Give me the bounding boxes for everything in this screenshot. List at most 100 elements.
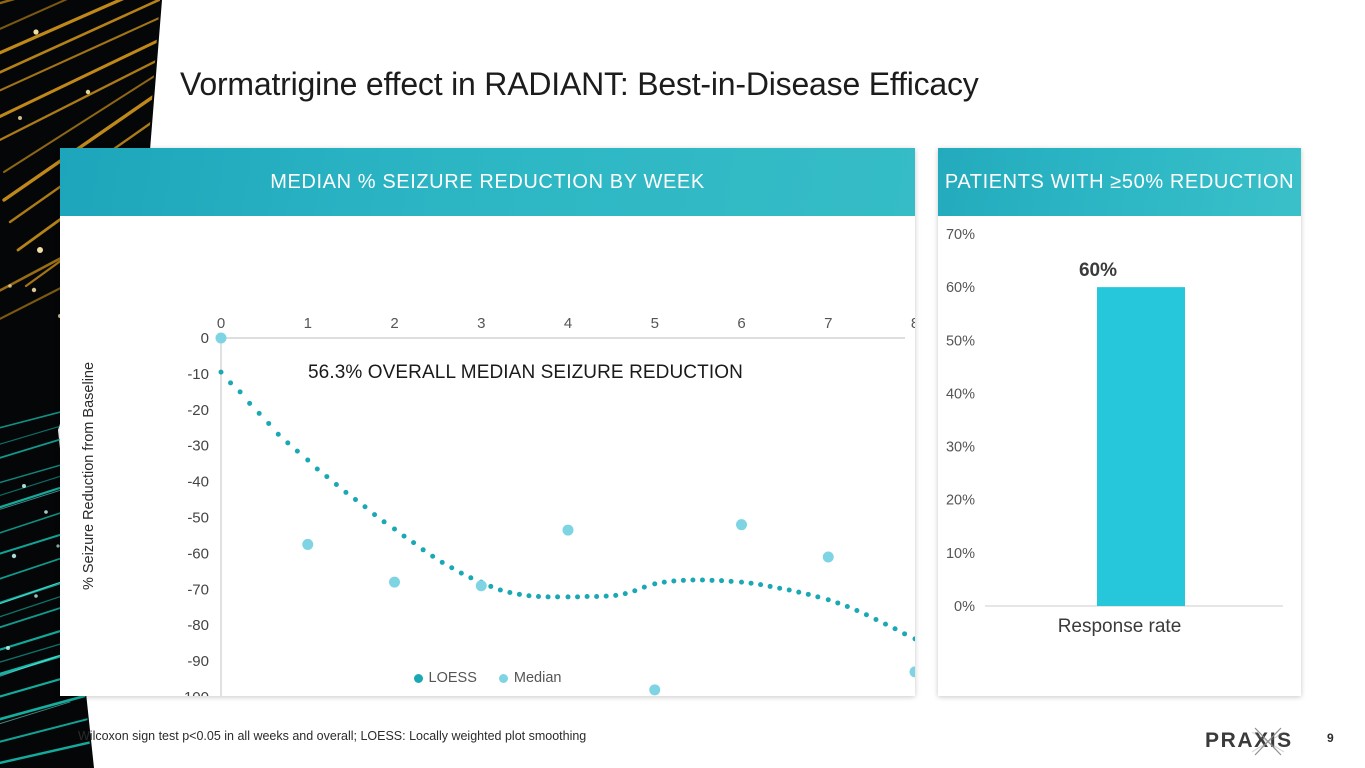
loess-point [613,592,619,598]
loess-point [796,589,802,595]
loess-point [488,583,494,589]
legend-swatch-loess [413,673,423,683]
loess-point [305,457,311,463]
loess-point [275,431,281,437]
loess-point [565,594,571,600]
loess-point [815,594,821,600]
loess-point [381,519,387,525]
loess-point [786,587,792,593]
loess-point [430,553,436,559]
legend-swatch-median [498,673,508,683]
loess-point [584,593,590,599]
loess-point [854,607,860,613]
loess-point [805,591,811,597]
loess-point [555,594,561,600]
loess-point [507,590,513,596]
seizure-reduction-panel: MEDIAN % SEIZURE REDUCTION BY WEEK 0 1 2 3 4… [60,148,915,696]
loess-point [237,389,243,395]
seizure-reduction-panel-header: MEDIAN % SEIZURE REDUCTION BY WEEK [60,148,915,216]
loess-point [228,380,234,386]
bar-y-tick-50pct: 50% [946,333,975,349]
response-rate-chart-body: 0% 10% 20% 30% 40% 50% 60% 70% 60% Response rat… [938,216,1301,696]
loess-point [777,585,783,591]
loess-point [641,584,647,590]
median-point [649,684,661,696]
scatter-y-tick--70: -70 [187,581,209,598]
median-point [909,666,915,678]
bar-y-tick-0pct: 0% [954,599,975,615]
loess-point [218,369,224,375]
bar-y-tick-40pct: 40% [946,386,975,402]
median-point [736,519,747,531]
median-point [215,332,227,344]
bar-y-tick-60pct: 60% [946,280,975,296]
loess-point [690,577,696,583]
scatter-y-tick--90: -90 [187,653,209,670]
scatter-y-tick--60: -60 [187,545,209,562]
scatter-legend: LOESS Median [60,670,915,686]
praxis-logo: PRAXIS [1205,726,1315,761]
scatter-y-tick--10: -10 [187,366,209,383]
loess-point [294,448,300,454]
bar-y-tick-30pct: 30% [946,440,975,456]
loess-point [439,559,445,565]
loess-point [362,504,368,510]
footnote: Wilcoxon sign test p<0.05 in all weeks a… [78,729,587,743]
loess-point [468,575,474,581]
bar-category-label: Response rate [1057,616,1182,637]
loess-point [748,580,754,586]
bar-y-tick-70pct: 70% [946,227,975,243]
scatter-y-tick--50: -50 [187,510,209,527]
overall-median-reduction-annotation: 56.3% OVERALL MEDIAN SEIZURE REDUCTION [308,362,743,383]
scatter-y-tick--30: -30 [187,438,209,455]
loess-point [902,631,908,637]
legend-label-median: Median [513,670,562,686]
loess-point [285,440,291,446]
svg-text:PRAXIS: PRAXIS [1205,729,1293,752]
loess-point [767,583,773,589]
response-rate-panel-title: PATIENTS WITH ≥50% REDUCTION [944,170,1295,193]
page-number: 9 [1327,731,1334,745]
scatter-y-tick--80: -80 [187,617,209,634]
median-point [822,551,834,563]
scatter-x-tick-5: 5 [651,315,659,332]
loess-point [873,616,879,622]
median-point [302,538,314,550]
loess-point [449,565,455,571]
bar-y-tick-10pct: 10% [946,546,975,562]
loess-point [545,594,551,600]
scatter-x-tick-4: 4 [564,315,572,332]
scatter-x-tick-6: 6 [737,315,745,332]
loess-point [401,533,407,539]
loess-point [575,594,581,600]
loess-point [709,577,715,583]
scatter-x-tick-8: 8 [911,315,915,332]
loess-point [728,578,734,584]
page-title: Vormatrigine effect in RADIANT: Best-in-… [180,66,979,102]
response-rate-bar [1097,287,1185,606]
response-rate-panel-header: PATIENTS WITH ≥50% REDUCTION [938,148,1301,216]
median-point [389,576,400,588]
response-rate-panel: PATIENTS WITH ≥50% REDUCTION 0% 10% 20% 30%… [938,148,1301,696]
loess-series [218,369,915,642]
loess-point [892,626,898,632]
loess-point [516,591,522,597]
loess-point [835,600,841,606]
scatter-x-tick-3: 3 [477,315,485,332]
loess-point [661,579,667,585]
scatter-x-tick-2: 2 [390,315,398,332]
loess-point [863,612,869,618]
scatter-y-axis-title: % Seizure Reduction from Baseline [81,361,97,591]
loess-point [324,474,330,480]
legend-label-loess: LOESS [428,670,477,686]
legend-item-loess: LOESS [413,670,477,686]
median-point [562,524,574,536]
loess-point [594,593,600,599]
loess-point [719,578,725,584]
bar-y-tick-20pct: 20% [946,493,975,509]
loess-point [526,593,532,599]
response-rate-bar-chart: 0% 10% 20% 30% 40% 50% 60% 70% 60% Response rat… [938,216,1301,696]
loess-point [247,400,253,406]
scatter-x-tick-0: 0 [217,315,225,332]
median-series [215,332,915,696]
